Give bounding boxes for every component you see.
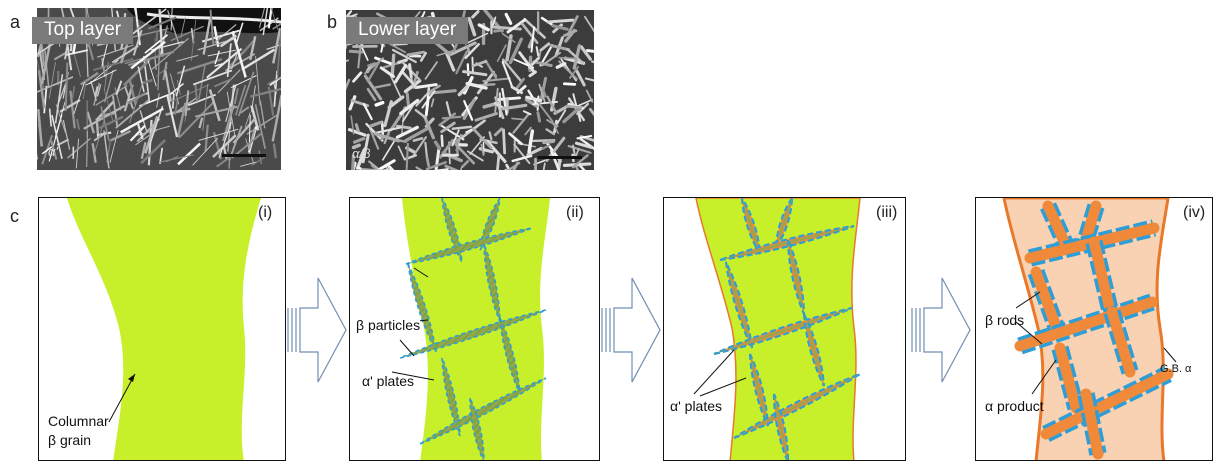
lower-layer-phase-label: α/β xyxy=(352,146,370,161)
process-arrow-2 xyxy=(598,276,662,384)
stage-iv-frame xyxy=(975,197,1213,461)
scale-bar-b xyxy=(538,156,582,159)
panel-letter-a: a xyxy=(10,12,20,33)
beta-rods-label: β rods xyxy=(985,312,1024,328)
alpha-prime-plates-label-iii: α' plates xyxy=(670,398,722,414)
panel-letter-c: c xyxy=(10,206,19,227)
top-layer-tag: Top layer xyxy=(32,17,133,44)
beta-grain-label: β grain xyxy=(48,432,91,448)
stage-ii-label: (ii) xyxy=(566,204,584,222)
process-arrow-1 xyxy=(284,276,348,384)
alpha-product-label: α product xyxy=(985,398,1044,414)
gb-pointer-arrow xyxy=(1164,348,1176,362)
panel-letter-b: b xyxy=(327,12,337,33)
stage-iii-frame xyxy=(663,197,906,461)
stage-iv-label: (iv) xyxy=(1183,204,1205,222)
columnar-label: Columnar xyxy=(48,413,109,429)
process-arrow-3 xyxy=(908,276,972,384)
top-layer-phase-label: α' xyxy=(48,144,58,159)
stage-i-label: (i) xyxy=(258,204,272,222)
plates-pointer-arrow-iii xyxy=(694,350,734,394)
alpha-prime-plates-label-ii: α' plates xyxy=(362,373,414,389)
beta-particles-label: β particles xyxy=(356,317,420,333)
stage-iii-label: (iii) xyxy=(876,204,897,222)
scale-bar-a xyxy=(222,154,266,157)
particles-pointer-arrow-2 xyxy=(400,340,414,356)
lower-layer-tag: Lower layer xyxy=(346,17,468,44)
gb-alpha-label: G.B. α xyxy=(1160,363,1191,375)
